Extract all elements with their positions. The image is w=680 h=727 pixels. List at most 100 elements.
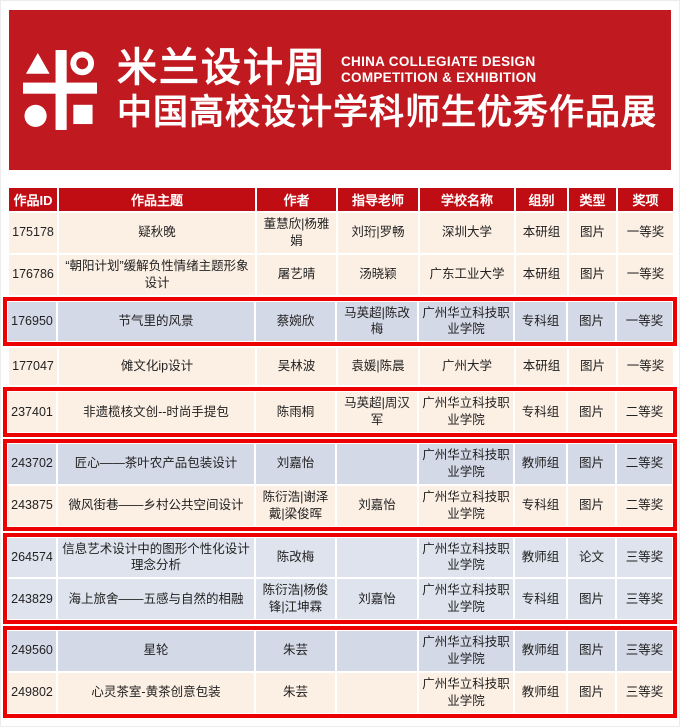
column-header: 作品ID bbox=[9, 188, 57, 211]
cell-theme: “朝阳计划”缓解负性情绪主题形象设计 bbox=[59, 254, 255, 295]
cell-award: 二等奖 bbox=[617, 444, 672, 484]
column-header: 类型 bbox=[569, 188, 616, 211]
cell-school: 广州华立科技职业学院 bbox=[419, 631, 513, 671]
milan-design-week-logo bbox=[22, 50, 97, 130]
cell-group: 教师组 bbox=[515, 537, 566, 578]
cell-author: 朱芸 bbox=[256, 631, 335, 671]
cell-school: 广州华立科技职业学院 bbox=[419, 537, 513, 578]
cell-group: 本研组 bbox=[516, 254, 567, 295]
cell-author: 陈衍浩|杨俊锋|江坤霖 bbox=[256, 579, 335, 619]
cell-author: 陈雨桐 bbox=[256, 392, 335, 432]
cell-theme: 信息艺术设计中的图形个性化设计理念分析 bbox=[58, 537, 254, 578]
cell-school: 广州大学 bbox=[420, 348, 514, 386]
cell-advisor: 汤晓颖 bbox=[338, 254, 418, 295]
table-row: 176950 节气里的风景 蔡婉欣 马英超|陈改梅 广州华立科技职业学院 专科组 图片 一等奖 bbox=[8, 301, 672, 342]
table-row: 176786 “朝阳计划”缓解负性情绪主题形象设计 屠艺晴 汤晓颖 广东工业大学 本研组图… bbox=[9, 254, 673, 295]
table-row: 243702 匠心——茶叶农产品包装设计 刘嘉怡 广州华立科技职业学院 教师组 图片 二等奖 bbox=[8, 444, 672, 484]
cell-id: 176786 bbox=[9, 254, 57, 295]
cell-type: 图片 bbox=[568, 392, 615, 432]
cell-group: 专科组 bbox=[515, 579, 566, 619]
column-header: 奖项 bbox=[618, 188, 673, 211]
cell-id: 175178 bbox=[9, 213, 57, 253]
cell-advisor: 袁媛|陈晨 bbox=[338, 348, 418, 386]
row-group: 175178 疑秋晚 董慧欣|杨雅娟 刘珩|罗畅 深圳大学 本研组 图片 一等奖 176786 “… bbox=[9, 213, 673, 295]
cell-award: 三等奖 bbox=[617, 672, 672, 713]
highlighted-row-group: 264574 信息艺术设计中的图形个性化设计理念分析 陈改梅 广州华立科技职业学院 教师… bbox=[3, 532, 677, 624]
cell-group: 专科组 bbox=[515, 485, 566, 526]
cell-author: 陈衍浩|谢泽戴|梁俊晖 bbox=[256, 485, 335, 526]
cell-advisor: 刘嘉怡 bbox=[337, 579, 417, 619]
cell-award: 一等奖 bbox=[618, 213, 673, 253]
cell-author: 董慧欣|杨雅娟 bbox=[257, 213, 336, 253]
cell-id: 243829 bbox=[8, 579, 56, 619]
cell-theme: 海上旅舍——五感与自然的相融 bbox=[58, 579, 254, 619]
table-header-row: 作品ID 作品主题 作者 指导老师 学校名称 组别 类型 奖项 bbox=[9, 188, 673, 211]
cell-group: 教师组 bbox=[515, 444, 566, 484]
cell-award: 三等奖 bbox=[617, 631, 672, 671]
table-row: 177047 傩文化ip设计 吴林波 袁媛|陈晨 广州大学 本研组 图片 一等奖 bbox=[9, 348, 673, 386]
table-row: 243875 微风街巷——乡村公共空间设计 陈衍浩|谢泽戴|梁俊晖 刘嘉怡 广州华立科技… bbox=[8, 485, 672, 526]
cell-advisor bbox=[337, 631, 417, 671]
cell-award: 二等奖 bbox=[617, 392, 672, 432]
banner-title-main: 中国高校设计学科师生优秀作品展 bbox=[116, 92, 657, 132]
highlighted-row-group: 243702 匠心——茶叶农产品包装设计 刘嘉怡 广州华立科技职业学院 教师组 图片 二等奖… bbox=[3, 439, 677, 531]
table-row: 175178 疑秋晚 董慧欣|杨雅娟 刘珩|罗畅 深圳大学 本研组 图片 一等奖 bbox=[9, 213, 673, 253]
cell-type: 图片 bbox=[568, 485, 615, 526]
cell-school: 广州华立科技职业学院 bbox=[419, 579, 513, 619]
cell-id: 243875 bbox=[8, 485, 56, 526]
cell-id: 249802 bbox=[8, 672, 56, 713]
column-header: 作者 bbox=[257, 188, 336, 211]
cell-award: 二等奖 bbox=[617, 485, 672, 526]
table-row: 264574 信息艺术设计中的图形个性化设计理念分析 陈改梅 广州华立科技职业学院 教师… bbox=[8, 537, 672, 578]
cell-type: 图片 bbox=[568, 444, 615, 484]
cell-group: 教师组 bbox=[515, 672, 566, 713]
cell-group: 本研组 bbox=[516, 213, 567, 253]
table-row: 243829 海上旅舍——五感与自然的相融 陈衍浩|杨俊锋|江坤霖 刘嘉怡 广州华立科技… bbox=[8, 579, 672, 619]
cell-award: 三等奖 bbox=[617, 579, 672, 619]
column-header: 组别 bbox=[516, 188, 567, 211]
banner-title-cn: 米兰设计周 bbox=[116, 45, 327, 90]
cell-school: 广州华立科技职业学院 bbox=[419, 301, 513, 342]
highlighted-row-group: 176950 节气里的风景 蔡婉欣 马英超|陈改梅 广州华立科技职业学院 专科组 图片 一等奖 bbox=[3, 296, 677, 347]
banner: 米兰设计周 CHINA COLLEGIATE DESIGN COMPETITIO… bbox=[9, 10, 671, 170]
column-header: 作品主题 bbox=[59, 188, 255, 211]
highlighted-row-group: 237401 非遗榄核文创--时尚手提包 陈雨桐 马英超|周汉军 广州华立科技职业学院专… bbox=[3, 387, 677, 437]
table-row: 237401 非遗榄核文创--时尚手提包 陈雨桐 马英超|周汉军 广州华立科技职业学院专… bbox=[8, 392, 672, 432]
cell-theme: 微风街巷——乡村公共空间设计 bbox=[58, 485, 254, 526]
column-header: 学校名称 bbox=[420, 188, 514, 211]
cell-theme: 傩文化ip设计 bbox=[59, 348, 255, 386]
highlighted-row-group: 249560 星轮 朱芸 广州华立科技职业学院 教师组 图片 三等奖 249802 心灵茶室-黄… bbox=[3, 626, 677, 718]
cell-author: 朱芸 bbox=[256, 672, 335, 713]
cell-id: 177047 bbox=[9, 348, 57, 386]
cell-award: 一等奖 bbox=[618, 348, 673, 386]
banner-subtitle-line2: COMPETITION & EXHIBITION bbox=[340, 69, 537, 85]
cell-theme: 星轮 bbox=[58, 631, 254, 671]
cell-theme: 匠心——茶叶农产品包装设计 bbox=[58, 444, 254, 484]
cell-award: 一等奖 bbox=[617, 301, 672, 342]
cell-author: 陈改梅 bbox=[256, 537, 335, 578]
cell-school: 深圳大学 bbox=[420, 213, 514, 253]
cell-award: 一等奖 bbox=[618, 254, 673, 295]
cell-type: 图片 bbox=[568, 579, 615, 619]
cell-theme: 非遗榄核文创--时尚手提包 bbox=[58, 392, 254, 432]
cell-group: 专科组 bbox=[515, 301, 566, 342]
cell-school: 广东工业大学 bbox=[420, 254, 514, 295]
cell-author: 屠艺晴 bbox=[257, 254, 336, 295]
cell-author: 蔡婉欣 bbox=[256, 301, 335, 342]
cell-group: 本研组 bbox=[516, 348, 567, 386]
cell-advisor bbox=[337, 444, 417, 484]
table-row: 249802 心灵茶室-黄茶创意包装 朱芸 广州华立科技职业学院 教师组 图片 三等奖 bbox=[8, 672, 672, 713]
cell-advisor: 刘珩|罗畅 bbox=[338, 213, 418, 253]
table-body: 175178 疑秋晚 董慧欣|杨雅娟 刘珩|罗畅 深圳大学 本研组 图片 一等奖 176786 “… bbox=[3, 213, 677, 718]
cell-advisor bbox=[337, 672, 417, 713]
cell-id: 249560 bbox=[8, 631, 56, 671]
banner-subtitle-line1: CHINA COLLEGIATE DESIGN bbox=[340, 53, 536, 69]
cell-advisor: 马英超|周汉军 bbox=[337, 392, 417, 432]
cell-id: 243702 bbox=[8, 444, 56, 484]
cell-school: 广州华立科技职业学院 bbox=[419, 672, 513, 713]
cell-theme: 疑秋晚 bbox=[59, 213, 255, 253]
cell-author: 吴林波 bbox=[257, 348, 336, 386]
cell-theme: 节气里的风景 bbox=[58, 301, 254, 342]
cell-advisor: 马英超|陈改梅 bbox=[337, 301, 417, 342]
